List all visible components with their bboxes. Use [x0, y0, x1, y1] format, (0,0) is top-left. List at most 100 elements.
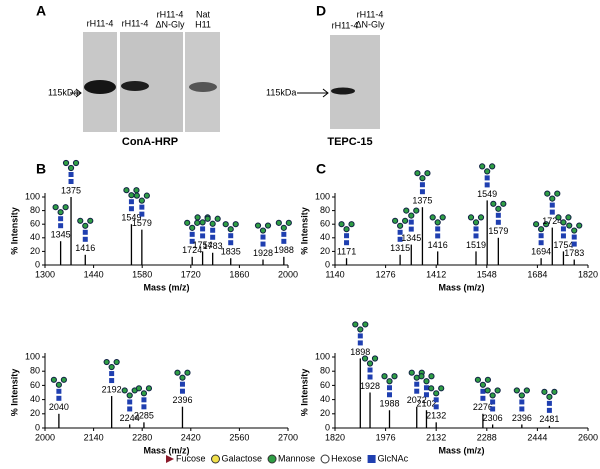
glycan-icon — [280, 224, 287, 231]
x-tick-label: 2000 — [278, 269, 298, 279]
glycan-icon — [60, 376, 67, 383]
peak-label: 1171 — [337, 247, 356, 257]
glycan-icon — [555, 214, 562, 221]
peak-label: 2072 — [407, 395, 427, 405]
peak-label: 2481 — [539, 414, 559, 424]
glycan-icon — [484, 168, 491, 175]
glycan-icon — [386, 385, 392, 391]
glycan-icon — [549, 209, 555, 215]
glycan-icon — [281, 238, 287, 244]
blot-band — [189, 82, 217, 92]
peak-label: 1724 — [182, 245, 202, 255]
x-tick-label: 2444 — [527, 432, 547, 442]
glycan-icon — [480, 395, 486, 401]
glycan-icon — [68, 172, 74, 177]
glycan-icon — [429, 214, 436, 221]
x-tick-label: 2420 — [181, 432, 201, 442]
glycan-icon — [357, 340, 363, 346]
glycan-icon — [495, 212, 501, 218]
glycan-icon — [538, 233, 544, 239]
glycan-icon — [546, 400, 552, 406]
glycan-icon — [543, 221, 550, 228]
glycan-icon — [523, 387, 530, 394]
glycan-icon — [408, 219, 414, 225]
legend-label: Galactose — [222, 453, 263, 463]
y-tick-label: 100 — [315, 191, 330, 201]
glycan-icon — [58, 223, 64, 229]
glycan-icon — [222, 221, 229, 228]
glycan-icon — [423, 378, 430, 385]
y-axis-title: % Intensity — [9, 207, 19, 255]
glycan-icon — [344, 240, 350, 246]
y-tick-label: 60 — [320, 380, 330, 390]
x-tick-label: 1412 — [426, 269, 446, 279]
x-tick-label: 2140 — [84, 432, 104, 442]
glycan-icon — [143, 192, 150, 199]
y-tick-label: 0 — [325, 422, 330, 432]
glycan-icon — [50, 376, 57, 383]
glycan-icon — [435, 233, 441, 239]
peak-label: 1835 — [221, 247, 241, 257]
glycan-icon — [82, 229, 88, 235]
glycan-icon — [566, 222, 573, 229]
glycan-icon — [58, 216, 64, 222]
glycan-icon — [228, 240, 234, 246]
glycan-icon — [490, 399, 496, 405]
glycan-icon — [473, 233, 479, 239]
y-tick-label: 40 — [320, 394, 330, 404]
glycan-icon — [560, 233, 566, 239]
glycan-icon — [343, 226, 350, 233]
glycan-icon — [357, 326, 364, 333]
y-tick-label: 80 — [30, 205, 40, 215]
blot-band — [121, 81, 149, 91]
glycan-icon — [414, 388, 420, 394]
x-tick-label: 1976 — [376, 432, 396, 442]
glycan-icon — [56, 395, 62, 401]
peak-label: 1928 — [360, 381, 380, 391]
glycan-icon — [214, 215, 221, 222]
peak-label: 1345 — [401, 233, 421, 243]
glycan-icon — [275, 219, 282, 226]
glycan-icon — [260, 241, 266, 247]
glycan-icon — [281, 231, 287, 237]
glycan-icon — [228, 233, 234, 239]
glycan-icon — [357, 333, 363, 339]
y-tick-label: 0 — [35, 259, 40, 269]
glycan-icon — [113, 358, 120, 366]
glycan-icon — [348, 221, 355, 228]
peak-label: 1754 — [553, 240, 573, 250]
glycan-icon — [513, 387, 520, 394]
glycan-icon — [546, 407, 552, 413]
y-tick-label: 0 — [325, 259, 330, 269]
glycan-icon — [386, 392, 392, 398]
glycan-icon — [139, 211, 145, 217]
x-tick-label: 2560 — [229, 432, 249, 442]
glycan-icon — [544, 190, 551, 197]
peak-label: 1549 — [477, 189, 497, 199]
glycan-icon — [179, 374, 186, 381]
y-tick-label: 40 — [320, 232, 330, 242]
glycan-icon — [194, 214, 201, 221]
stain-label: TEPC-15 — [327, 136, 372, 148]
glycan-icon — [435, 226, 441, 232]
glycan-icon — [209, 220, 216, 227]
blot-strip — [330, 35, 380, 129]
glycan-icon — [67, 164, 75, 172]
glycan-icon — [264, 222, 272, 229]
x-tick-label: 2280 — [132, 432, 152, 442]
lane-label: ΔN-Gly — [355, 19, 385, 29]
legend-symbol — [211, 454, 221, 464]
glycan-icon — [549, 195, 556, 202]
glycan-icon — [484, 387, 491, 394]
glycan-icon — [419, 175, 426, 182]
glycan-icon — [285, 219, 292, 226]
glycan-icon — [121, 387, 128, 394]
glycan-icon — [549, 202, 555, 208]
glycan-icon — [434, 219, 441, 226]
marker-label: 115kDa — [48, 87, 78, 97]
glycan-icon — [138, 197, 145, 204]
glycan-icon — [77, 217, 84, 224]
glycan-icon — [204, 215, 211, 222]
peak-label: 1724 — [542, 216, 562, 226]
peak-label: 2276 — [473, 402, 493, 412]
